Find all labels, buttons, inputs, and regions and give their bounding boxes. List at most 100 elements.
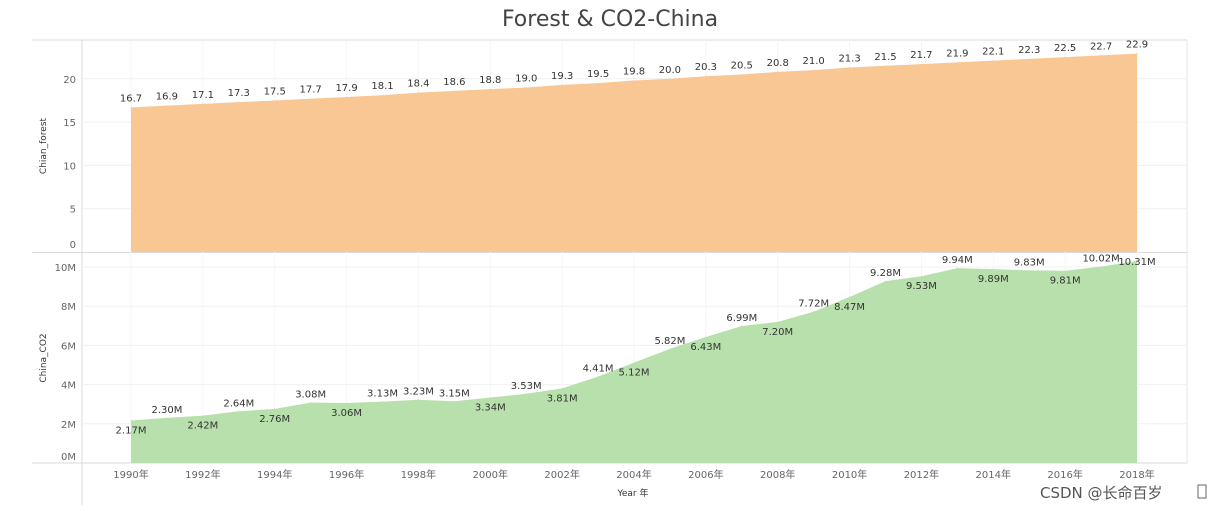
y-tick-label: 0	[70, 240, 76, 251]
data-label: 20.3	[695, 62, 717, 73]
data-point	[130, 106, 132, 108]
x-tick-label: 1996年	[329, 468, 364, 481]
y-tick-label: 10	[63, 161, 76, 172]
y-tick-label: 2M	[61, 420, 76, 431]
x-tick-label: 2002年	[544, 468, 579, 481]
data-point	[705, 75, 707, 77]
data-label: 22.9	[1126, 40, 1148, 51]
data-label: 3.23M	[403, 387, 434, 398]
data-label: 19.3	[551, 71, 573, 82]
data-point	[992, 60, 994, 62]
data-point	[489, 88, 491, 90]
data-label: 9.53M	[906, 281, 937, 292]
data-label: 18.4	[407, 79, 429, 90]
x-tick-label: 2010年	[832, 468, 867, 481]
data-point	[1064, 56, 1066, 58]
data-point	[813, 311, 815, 313]
forest-area	[131, 53, 1137, 252]
data-point	[238, 101, 240, 103]
x-tick-label: 1998年	[401, 468, 436, 481]
data-point	[310, 402, 312, 404]
data-point	[1136, 260, 1138, 262]
data-label: 18.6	[443, 77, 465, 88]
data-point	[1028, 58, 1030, 60]
data-point	[453, 90, 455, 92]
data-label: 3.06M	[331, 408, 362, 419]
data-label: 3.34M	[475, 403, 506, 414]
data-point	[633, 80, 635, 82]
data-point	[741, 325, 743, 327]
data-label: 10.31M	[1118, 257, 1155, 268]
data-label: 17.1	[192, 90, 214, 101]
data-label: 2.17M	[116, 425, 147, 436]
x-tick-label: 2012年	[904, 468, 939, 481]
data-point	[777, 71, 779, 73]
data-label: 22.1	[982, 47, 1004, 58]
data-point	[166, 105, 168, 107]
data-point	[202, 103, 204, 105]
data-label: 22.7	[1090, 41, 1112, 52]
data-label: 9.83M	[1014, 257, 1045, 268]
data-point	[920, 63, 922, 65]
data-point	[489, 397, 491, 399]
data-point	[453, 400, 455, 402]
data-label: 21.3	[838, 54, 860, 65]
data-label: 20.0	[659, 65, 681, 76]
y-axis-label-forest: Chian_forest	[39, 117, 49, 174]
data-label: 6.43M	[690, 342, 721, 353]
data-point	[705, 336, 707, 338]
co2-area	[131, 260, 1137, 463]
data-point	[849, 67, 851, 69]
data-label: 5.82M	[654, 336, 685, 347]
data-label: 18.1	[371, 81, 393, 92]
x-tick-label: 2014年	[976, 468, 1011, 481]
data-label: 9.28M	[870, 268, 901, 279]
data-point	[382, 401, 383, 403]
data-label: 3.13M	[367, 389, 398, 400]
x-tick-label: 1992年	[185, 468, 220, 481]
area-series	[130, 53, 1138, 463]
y-tick-label: 4M	[61, 381, 76, 392]
x-axis-label: Year 年	[617, 487, 649, 499]
data-label: 20.5	[731, 60, 753, 71]
data-label: 21.5	[874, 52, 896, 63]
data-label: 18.8	[479, 75, 501, 86]
y-axis-label-co2: China_CO2	[39, 333, 49, 382]
data-label: 2.42M	[187, 421, 218, 432]
data-point	[525, 86, 527, 88]
data-point	[346, 96, 348, 98]
data-label: 16.9	[156, 92, 178, 103]
data-point	[597, 376, 599, 378]
y-tick-label: 20	[63, 75, 76, 86]
data-label: 22.3	[1018, 45, 1040, 56]
data-point	[633, 362, 635, 364]
data-point	[274, 99, 276, 101]
x-tick-label: 2016年	[1047, 468, 1082, 481]
y-tick-label: 6M	[61, 341, 76, 352]
data-point	[885, 280, 886, 282]
data-point	[920, 275, 922, 277]
data-label: 2.64M	[223, 398, 254, 409]
data-point	[346, 402, 348, 404]
watermark-glyph-box	[1197, 484, 1207, 499]
data-label: 21.7	[910, 50, 932, 61]
data-point	[1100, 266, 1102, 268]
data-point	[1136, 53, 1138, 55]
data-label: 2.76M	[259, 414, 290, 425]
y-tick-label: 15	[63, 118, 76, 129]
y-tick-label: 10M	[55, 263, 76, 274]
data-point	[849, 296, 851, 298]
y-tick-label: 0M	[61, 452, 76, 463]
data-point	[885, 65, 886, 67]
watermark-text: CSDN @长命百岁	[1040, 484, 1163, 502]
x-tick-label: 2006年	[688, 468, 723, 481]
data-label: 17.5	[264, 86, 286, 97]
data-point	[417, 92, 419, 94]
data-label: 2.30M	[151, 405, 182, 416]
data-label: 5.12M	[619, 368, 650, 379]
data-point	[238, 410, 240, 412]
data-point	[813, 69, 815, 71]
data-label: 4.41M	[583, 364, 614, 375]
x-tick-label: 2004年	[616, 468, 651, 481]
